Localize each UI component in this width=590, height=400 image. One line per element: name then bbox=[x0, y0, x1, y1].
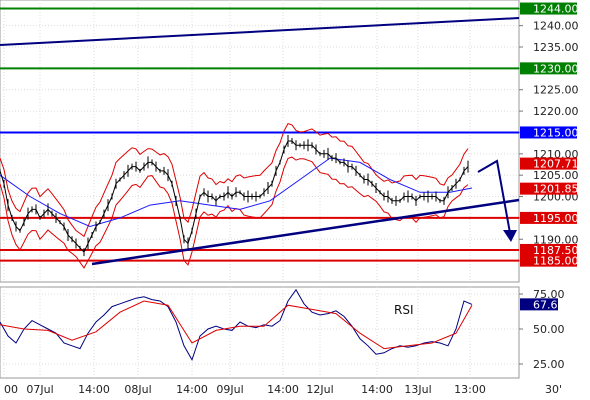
time-tick-label: 13Jul bbox=[404, 383, 431, 396]
rsi-tick-label: 25.00 bbox=[533, 358, 565, 371]
lower-band bbox=[0, 156, 469, 269]
time-tick-label: 14:00 bbox=[176, 383, 208, 396]
time-tick-label: 09Jul bbox=[216, 383, 243, 396]
trendlines bbox=[0, 17, 520, 266]
time-tick-label: 13:00 bbox=[454, 383, 486, 396]
level-tag-label: 1201.85 bbox=[533, 183, 579, 196]
level-tags: 1244.00 1230.00 1215.00 1207.71 1201.85 1195.… bbox=[520, 3, 579, 311]
rsi-tick-label: 50.00 bbox=[533, 323, 565, 336]
time-tick-label: 08Jul bbox=[124, 383, 151, 396]
level-tag-label: 1230.00 bbox=[533, 62, 579, 75]
level-tag: 1195.00 bbox=[520, 211, 579, 225]
level-tag: 1215.00 bbox=[520, 126, 579, 139]
level-tag-bg bbox=[520, 254, 577, 267]
rsi-series bbox=[0, 288, 473, 362]
time-tick-label: 14:00 bbox=[267, 383, 299, 396]
rsi-panel bbox=[0, 286, 520, 379]
price-tick-label: 1235.00 bbox=[533, 41, 579, 54]
level-tag-label: 1187.50 bbox=[533, 244, 579, 257]
price-line bbox=[0, 140, 469, 253]
rsi-value-tag: 67.60 bbox=[520, 298, 565, 311]
time-tick-label: 12Jul bbox=[306, 383, 333, 396]
price-tick-label: 1190.00 bbox=[533, 233, 579, 246]
time-tick-label: 14:00 bbox=[78, 383, 110, 396]
rsi-axis-ticks: 75.00 50.00 25.00 bbox=[519, 288, 565, 371]
rsi-line bbox=[0, 288, 473, 362]
timeframe-label: 30' bbox=[545, 383, 562, 396]
level-tag: 1230.00 bbox=[520, 62, 579, 75]
level-tag-bg bbox=[520, 211, 577, 224]
time-axis-ticks: 00 07Jul 14:00 08Jul 14:00 09Jul 14:00 12Jul 14:… bbox=[4, 383, 486, 396]
time-tick-label: 07Jul bbox=[26, 383, 53, 396]
rsi-tick-label: 75.00 bbox=[533, 288, 565, 301]
rsi-signal-line bbox=[0, 300, 473, 350]
price-tick-label: 1220.00 bbox=[533, 105, 579, 118]
rsi-value-label: 67.60 bbox=[533, 298, 565, 311]
upper-channel-line bbox=[0, 17, 520, 46]
ma-line bbox=[0, 157, 473, 228]
level-tag: 1187.50 bbox=[520, 243, 579, 257]
support-trendline bbox=[91, 198, 520, 266]
price-tick-label: 1205.00 bbox=[533, 169, 579, 182]
price-series bbox=[0, 135, 469, 257]
rsi-value-bg bbox=[520, 298, 558, 311]
bollinger-bands bbox=[0, 122, 469, 269]
price-tick-label: 1240.00 bbox=[533, 20, 579, 33]
upper-band bbox=[0, 122, 469, 238]
level-tag-label: 1185.00 bbox=[533, 255, 579, 268]
level-tag-bg bbox=[520, 182, 577, 195]
time-tick-label: 14:00 bbox=[361, 383, 393, 396]
rsi-title: RSI bbox=[394, 303, 414, 317]
level-tag-bg bbox=[520, 62, 577, 75]
forecast-arrowhead bbox=[503, 230, 517, 242]
level-tag: 1244.00 bbox=[520, 3, 579, 16]
level-tag-label: 1244.00 bbox=[533, 3, 579, 16]
level-tag-label: 1195.00 bbox=[533, 212, 579, 225]
level-tag: 1207.71 bbox=[520, 157, 579, 171]
level-tag: 1201.85 bbox=[520, 182, 579, 196]
level-tag-bg bbox=[520, 243, 577, 256]
moving-average-line bbox=[0, 157, 473, 228]
price-tick-label: 1225.00 bbox=[533, 84, 579, 97]
price-tick-label: 1210.00 bbox=[533, 148, 579, 161]
level-tag-label: 1215.00 bbox=[533, 126, 579, 139]
horizontal-levels bbox=[0, 7, 519, 262]
level-tag-label: 1207.71 bbox=[533, 158, 579, 171]
level-tag: 1185.00 bbox=[520, 255, 579, 268]
level-tag-bg bbox=[520, 157, 577, 170]
forecast-arrow-path bbox=[477, 159, 511, 234]
level-tag-bg bbox=[520, 126, 577, 139]
time-tick-label: 00 bbox=[4, 383, 18, 396]
level-tag-bg bbox=[520, 2, 577, 15]
